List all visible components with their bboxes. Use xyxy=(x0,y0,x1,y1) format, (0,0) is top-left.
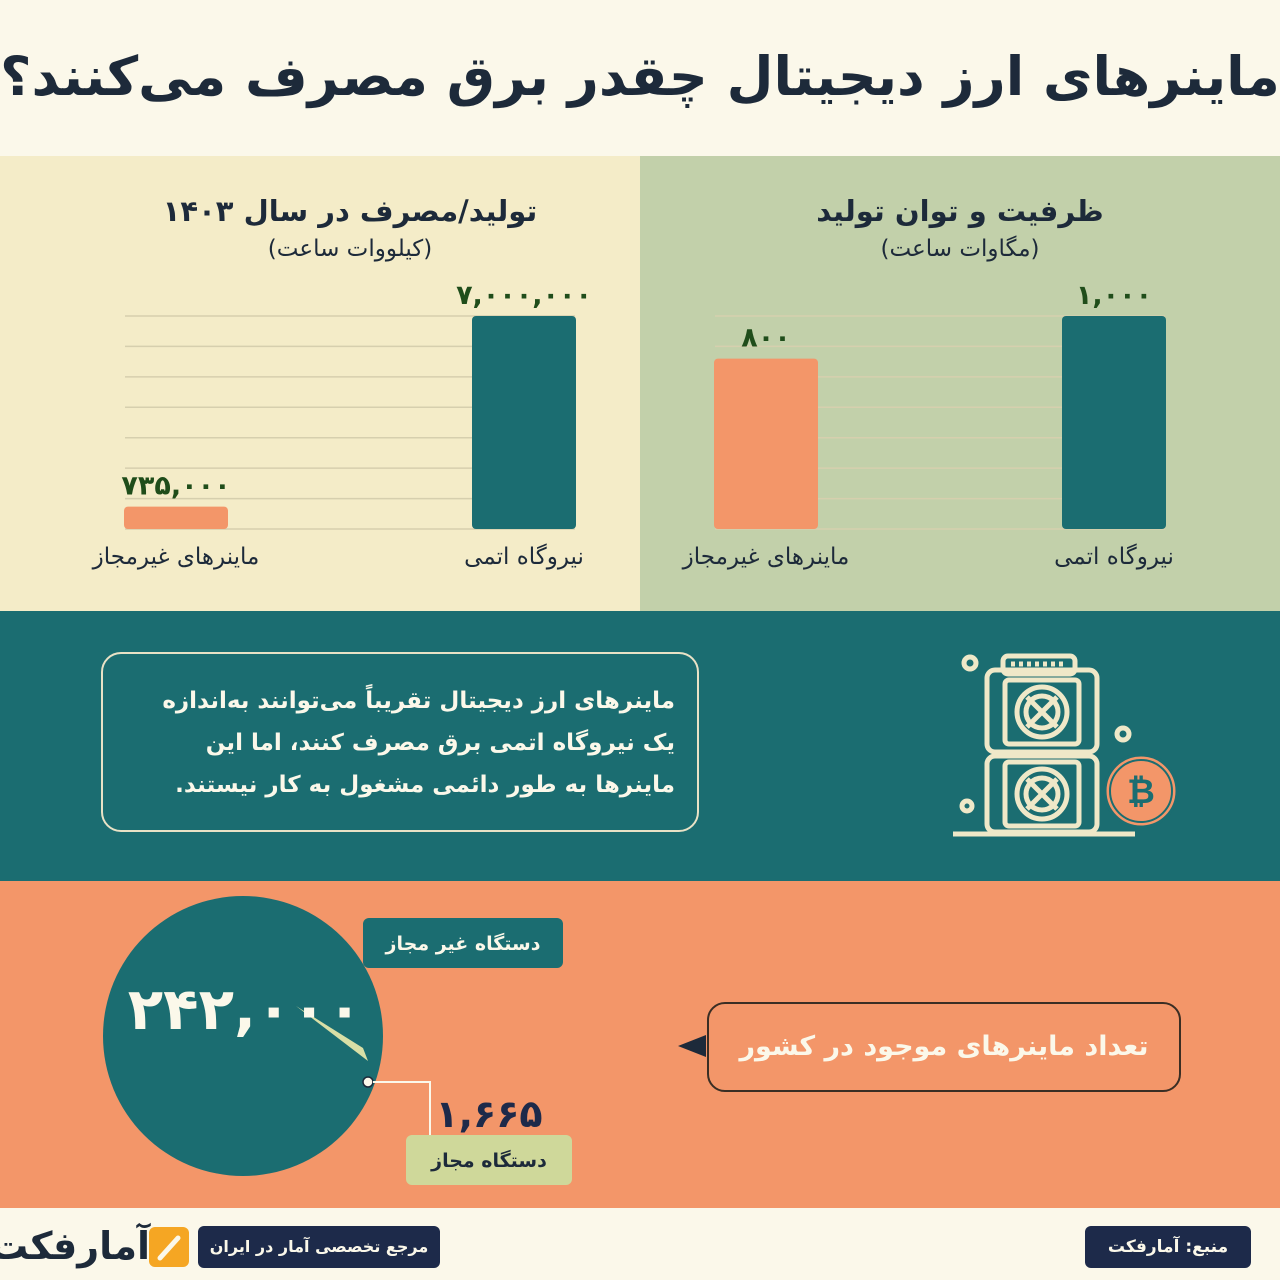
leader-dot xyxy=(362,1076,374,1088)
amarfact-logo-icon xyxy=(149,1227,189,1267)
bar-chart-production: ۷,۰۰۰,۰۰۰ نیروگاه اتمی ۷۳۵,۰۰۰ ماینرهای غیر… xyxy=(92,280,592,570)
chart-subtitle: (کیلووات ساعت) xyxy=(267,236,433,262)
pie-small-value: ۱,۶۶۵ xyxy=(435,1092,542,1136)
note-line: ماینرها به طور دائمی مشغول به کار نیستند… xyxy=(175,772,675,798)
bar-value-label: ۱,۰۰۰ xyxy=(1076,280,1152,311)
category-label: ماینرهای غیرمجاز xyxy=(92,544,260,570)
bar xyxy=(124,506,228,529)
svg-text:₿: ₿ xyxy=(1127,772,1155,812)
chart-subtitle: (مگاوات ساعت) xyxy=(880,236,1040,262)
category-label: نیروگاه اتمی xyxy=(1054,543,1174,570)
category-label: نیروگاه اتمی xyxy=(464,543,584,570)
page-title: ماینرهای ارز دیجیتال چقدر برق مصرف می‌کن… xyxy=(0,45,1280,108)
pie-slice xyxy=(296,1006,368,1061)
bar-chart-capacity: ۱,۰۰۰ نیروگاه اتمی ۸۰۰ ماینرهای غیرمجاز xyxy=(682,280,1174,570)
bar-value-label: ۷,۰۰۰,۰۰۰ xyxy=(456,280,592,311)
chart-title: ظرفیت و توان تولید xyxy=(816,194,1104,228)
callout-arrow-icon xyxy=(678,1035,706,1057)
chart-title: تولید/مصرف در سال ۱۴۰۳ xyxy=(162,194,538,228)
chart-capacity-panel: ظرفیت و توان تولید (مگاوات ساعت) ۱,۰۰۰ نی… xyxy=(640,156,1280,611)
pie-slice xyxy=(103,896,383,1176)
pie-slice-label: دستگاه غیر مجاز xyxy=(385,932,541,955)
brand-logo: آمارفکت xyxy=(0,1224,150,1268)
bar xyxy=(1062,316,1166,529)
bitcoin-icon: ₿ xyxy=(1103,753,1179,829)
pie-slice-label: دستگاه مجاز xyxy=(430,1149,547,1172)
bar xyxy=(472,316,576,529)
note-line: یک نیروگاه اتمی برق مصرف کنند، اما این xyxy=(205,730,675,756)
count-label: تعداد ماینرهای موجود در کشور xyxy=(739,1031,1149,1062)
leader-line xyxy=(373,1081,431,1136)
note-line: ماینرهای ارز دیجیتال تقریباً می‌توانند ب… xyxy=(162,688,675,714)
bar-value-label: ۸۰۰ xyxy=(741,323,790,354)
pie-label-pill xyxy=(363,918,563,968)
pie-main-value: ۲۴۲,۰۰۰ xyxy=(128,975,362,1043)
bar-value-label: ۷۳۵,۰۰۰ xyxy=(121,471,230,502)
crypto-miner-icon: ₿ xyxy=(953,653,1179,837)
pie-label-pill xyxy=(406,1135,572,1185)
tagline-badge: مرجع تخصصی آمار در ایران xyxy=(198,1226,440,1268)
note-box: ماینرهای ارز دیجیتال تقریباً می‌توانند ب… xyxy=(101,652,699,832)
source-badge: منبع: آمارفکت xyxy=(1085,1226,1251,1268)
count-label-box: تعداد ماینرهای موجود در کشور xyxy=(707,1002,1181,1092)
chart-production-panel: تولید/مصرف در سال ۱۴۰۳ (کیلووات ساعت) ۷,… xyxy=(0,156,640,611)
pie-chart-devices: ۲۴۲,۰۰۰ دستگاه غیر مجاز ۱,۶۶۵ دستگاه مجاز xyxy=(103,896,572,1185)
category-label: ماینرهای غیرمجاز xyxy=(682,544,850,570)
bar xyxy=(714,358,818,529)
